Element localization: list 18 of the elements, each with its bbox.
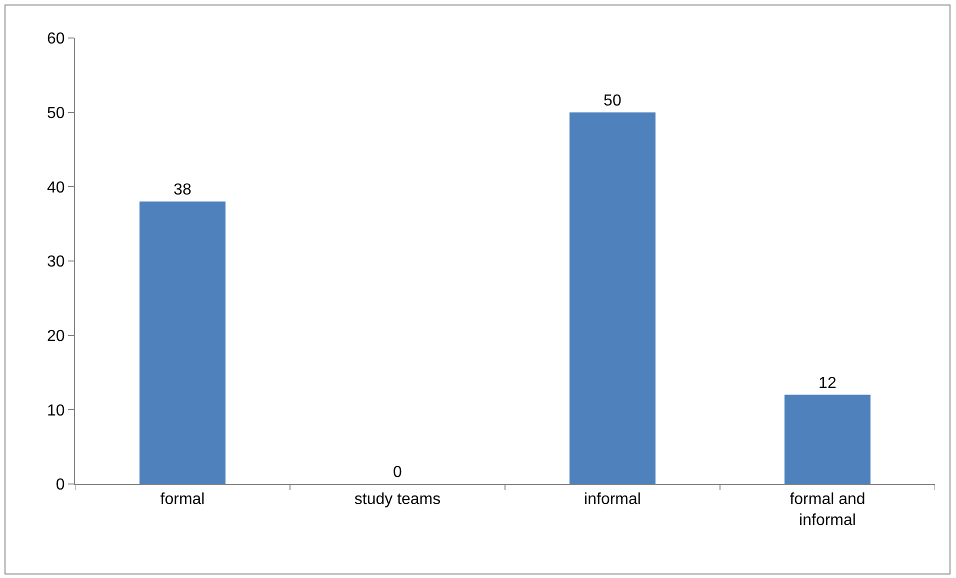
x-tick-label: formal and informal	[790, 491, 866, 529]
y-tick-label: 10	[47, 402, 65, 420]
y-tick-label: 50	[47, 104, 65, 122]
data-label: 12	[818, 374, 836, 392]
data-label: 0	[393, 464, 402, 481]
y-tick-label: 60	[47, 30, 65, 48]
bar	[570, 112, 656, 484]
x-tick-label: formal	[160, 491, 205, 508]
bar	[784, 394, 870, 484]
x-tick-label: informal	[584, 491, 641, 508]
data-label: 38	[174, 182, 192, 199]
y-tick-label: 30	[47, 254, 65, 271]
y-tick-label: 0	[56, 476, 65, 494]
y-tick-label: 40	[47, 179, 65, 196]
y-tick-label: 20	[47, 328, 65, 345]
bar	[140, 202, 226, 484]
data-label: 50	[604, 92, 622, 110]
x-tick-label: study teams	[354, 491, 441, 508]
